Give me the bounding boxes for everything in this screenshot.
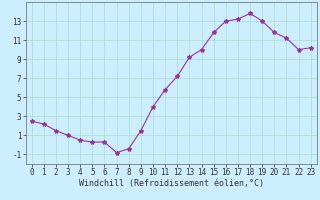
X-axis label: Windchill (Refroidissement éolien,°C): Windchill (Refroidissement éolien,°C) [79,179,264,188]
